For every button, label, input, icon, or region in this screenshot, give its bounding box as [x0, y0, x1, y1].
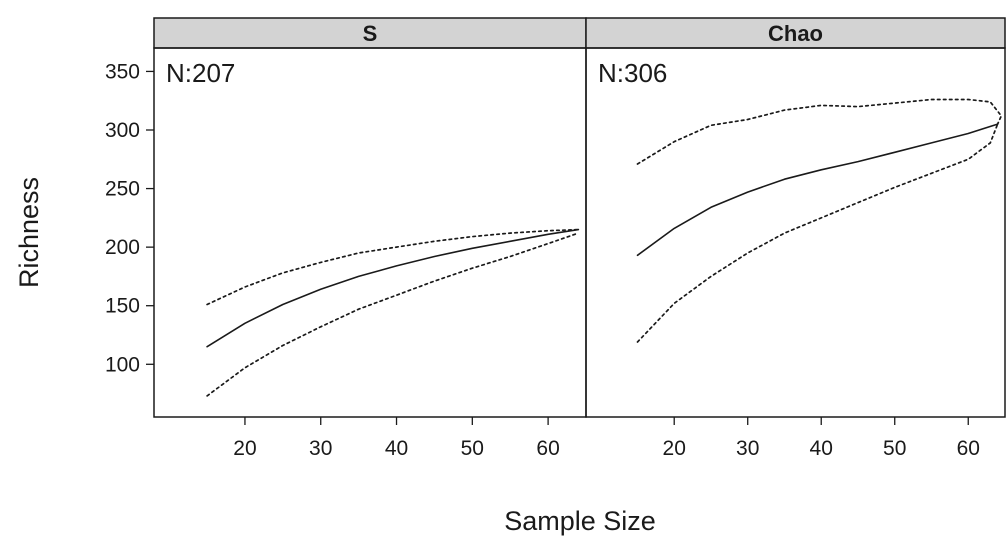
y-tick-label: 250 [105, 178, 140, 201]
y-tick-label: 150 [105, 295, 140, 318]
x-tick-label: 20 [233, 437, 256, 460]
panel-strip-0 [153, 17, 587, 49]
x-axis-title: Sample Size [504, 506, 656, 536]
series-line-dotted [206, 228, 580, 306]
x-tick-label: 30 [309, 437, 332, 460]
y-axis-title: Richness [14, 177, 44, 288]
panel-annotation: N:207 [166, 58, 235, 88]
x-tick-label: 40 [385, 437, 408, 460]
x-tick-label: 50 [461, 437, 484, 460]
x-tick-label: 40 [810, 437, 833, 460]
x-tick-label: 50 [883, 437, 906, 460]
x-tick-label: 20 [663, 437, 686, 460]
x-tick-label: 60 [536, 437, 559, 460]
y-tick-label: 200 [105, 236, 140, 259]
series-line-dotted [636, 98, 1003, 165]
panel-frame-1 [585, 47, 1006, 418]
x-tick-label: 30 [736, 437, 759, 460]
series-line-dotted [636, 123, 999, 343]
series-line-solid [636, 123, 999, 257]
panel-annotation: N:306 [598, 58, 667, 88]
panel-strip-label: Chao [768, 21, 823, 46]
series-line-dotted [206, 232, 580, 397]
y-tick-label: 300 [105, 119, 140, 142]
x-tick-label: 60 [957, 437, 980, 460]
y-tick-label: 350 [105, 60, 140, 83]
panel-strip-label: S [363, 21, 378, 46]
y-tick-label: 100 [105, 353, 140, 376]
series-line-solid [206, 228, 580, 348]
